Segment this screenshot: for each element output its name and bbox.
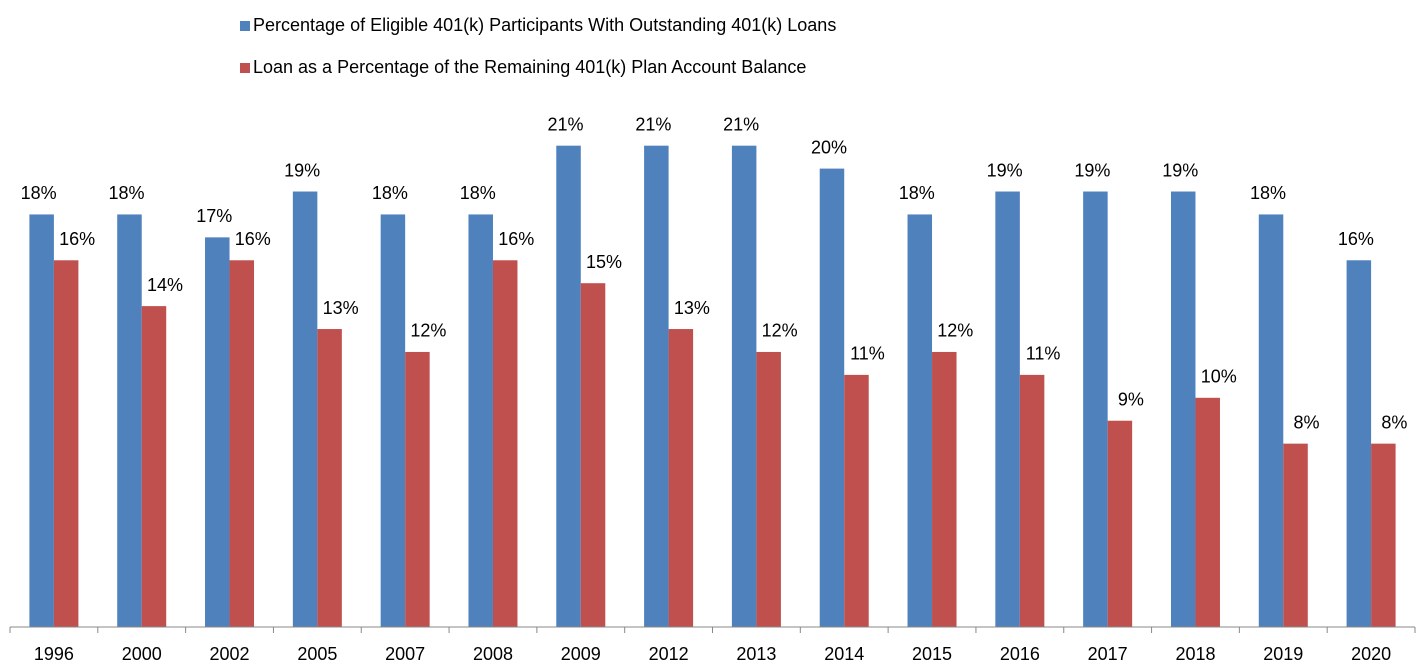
bar [644, 145, 669, 627]
data-label: 8% [1294, 412, 1320, 432]
data-label: 11% [1026, 344, 1061, 364]
data-label: 18% [899, 183, 935, 203]
bar [141, 306, 167, 627]
bar [1195, 397, 1220, 627]
data-label: 9% [1118, 389, 1144, 409]
x-tick-label: 2014 [824, 644, 864, 664]
bar [1019, 374, 1045, 627]
data-label: 10% [1201, 367, 1237, 387]
x-tick-label: 2002 [210, 644, 250, 664]
x-tick-label: 2015 [912, 644, 952, 664]
bar [1170, 191, 1196, 627]
data-label: 8% [1381, 412, 1407, 432]
bar [29, 214, 54, 627]
data-label: 21% [635, 114, 671, 134]
data-label: 19% [987, 160, 1023, 180]
bar [1258, 214, 1284, 627]
data-label: 13% [674, 298, 710, 318]
legend-label: Loan as a Percentage of the Remaining 40… [253, 57, 806, 77]
data-label: 18% [1250, 183, 1286, 203]
bar [380, 214, 406, 627]
data-label: 17% [196, 206, 232, 226]
bar [819, 168, 845, 627]
data-label: 18% [21, 183, 57, 203]
bar [468, 214, 493, 627]
bar [53, 260, 79, 627]
data-label: 14% [147, 275, 183, 295]
x-tick-label: 2008 [473, 644, 513, 664]
x-tick-label: 2017 [1088, 644, 1128, 664]
bar [1083, 191, 1108, 627]
bar [844, 374, 869, 627]
bar [668, 329, 694, 627]
x-tick-label: 2020 [1351, 644, 1391, 664]
data-label: 19% [1162, 160, 1198, 180]
data-label: 20% [811, 137, 847, 157]
bar [932, 351, 957, 627]
data-label: 11% [850, 344, 885, 364]
bar [317, 329, 342, 627]
x-tick-label: 2009 [561, 644, 601, 664]
bar [292, 191, 318, 627]
bar [1107, 420, 1133, 627]
data-label: 18% [372, 183, 408, 203]
bar [731, 145, 757, 627]
legend-swatch [240, 21, 250, 31]
data-label: 13% [323, 298, 359, 318]
data-label: 16% [235, 229, 271, 249]
x-tick-label: 2018 [1175, 644, 1215, 664]
x-tick-label: 2012 [649, 644, 689, 664]
x-tick-label: 1996 [34, 644, 74, 664]
bar [229, 260, 255, 627]
bar [1283, 443, 1308, 627]
x-tick-label: 2013 [736, 644, 776, 664]
bar [492, 260, 518, 627]
data-label: 21% [548, 114, 584, 134]
data-label: 18% [460, 183, 496, 203]
bar [756, 351, 781, 627]
legend-swatch [240, 63, 250, 73]
data-label: 19% [1074, 160, 1110, 180]
bar [556, 145, 581, 627]
data-label: 16% [1338, 229, 1374, 249]
data-label: 12% [410, 321, 446, 341]
data-label: 19% [284, 160, 320, 180]
data-label: 21% [723, 114, 759, 134]
bar [405, 351, 430, 627]
x-tick-label: 2007 [385, 644, 425, 664]
x-tick-label: 2000 [122, 644, 162, 664]
bar [995, 191, 1020, 627]
bar [205, 237, 230, 628]
bar [580, 283, 606, 627]
x-tick-label: 2005 [297, 644, 337, 664]
bar [1371, 443, 1396, 627]
data-label: 15% [586, 252, 622, 272]
bar [117, 214, 142, 627]
legend-label: Percentage of Eligible 401(k) Participan… [253, 15, 836, 35]
data-label: 16% [498, 229, 534, 249]
bar [1346, 260, 1372, 627]
x-tick-label: 2019 [1263, 644, 1303, 664]
x-tick-label: 2016 [1000, 644, 1040, 664]
data-label: 12% [762, 321, 798, 341]
data-label: 18% [108, 183, 144, 203]
data-label: 16% [59, 229, 95, 249]
bar [907, 214, 933, 627]
data-label: 12% [937, 321, 973, 341]
